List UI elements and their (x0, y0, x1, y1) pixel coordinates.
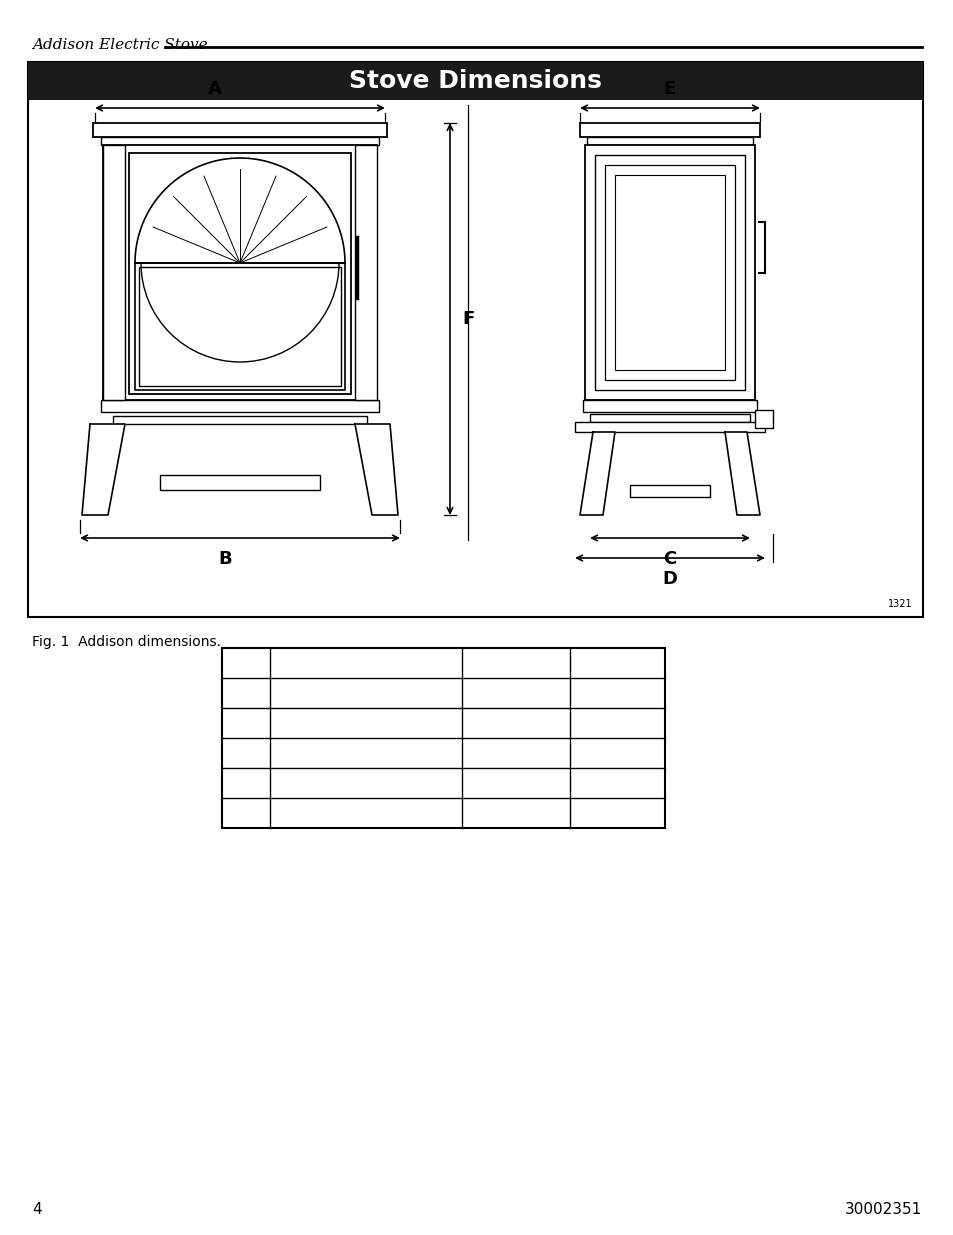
Bar (575, 422, 764, 432)
Bar (28, 62, 923, 100)
Bar (595, 156, 744, 390)
Text: Width of Stove Top: Width of Stove Top (277, 656, 415, 671)
Bar (101, 400, 378, 412)
Text: Fig. 1  Addison dimensions.: Fig. 1 Addison dimensions. (32, 635, 221, 650)
Bar (129, 153, 351, 394)
Polygon shape (135, 158, 345, 390)
Text: Depth at Legs: Depth at Legs (277, 715, 380, 730)
Bar (355, 144, 376, 400)
Text: Depth at Apron: Depth at Apron (277, 746, 390, 761)
Text: Stove Dimensions: Stove Dimensions (349, 69, 601, 93)
Bar (615, 175, 724, 370)
Text: Depth at Stove Top: Depth at Stove Top (277, 776, 417, 790)
Bar (103, 144, 125, 400)
Text: F: F (242, 805, 250, 820)
Bar (584, 144, 754, 400)
Bar (222, 648, 664, 827)
Bar (92, 124, 387, 137)
Polygon shape (355, 424, 397, 515)
Bar (579, 124, 760, 137)
Bar (139, 267, 340, 387)
Text: D: D (240, 746, 252, 761)
Text: E: E (241, 776, 251, 790)
Text: 565 mm: 565 mm (500, 656, 561, 671)
Text: D: D (661, 571, 677, 588)
Text: B: B (241, 685, 251, 700)
Text: Width at Legs: Width at Legs (277, 685, 378, 700)
Text: 600 mm: 600 mm (500, 685, 561, 700)
Text: 4: 4 (32, 1203, 42, 1218)
Bar (101, 137, 378, 144)
Text: 30002351: 30002351 (843, 1203, 921, 1218)
Text: E: E (663, 80, 676, 98)
Bar (28, 62, 923, 618)
Bar (582, 400, 757, 412)
Text: Addison Electric Stove: Addison Electric Stove (32, 38, 208, 52)
Text: A: A (208, 80, 222, 98)
Text: 400 mm: 400 mm (500, 776, 561, 790)
Text: C: C (662, 550, 676, 568)
Text: 22¼": 22¼" (617, 656, 657, 671)
Text: 430 mm: 430 mm (500, 746, 561, 761)
Text: Total Height: Total Height (277, 805, 365, 820)
Text: B: B (218, 550, 232, 568)
Polygon shape (82, 424, 125, 515)
Text: 635 mm: 635 mm (500, 805, 561, 820)
Text: 1321: 1321 (887, 599, 912, 609)
Text: A: A (241, 656, 251, 671)
Bar (112, 416, 367, 424)
Text: 15¾": 15¾" (618, 776, 657, 790)
Bar (604, 165, 734, 380)
Text: 15⅜": 15⅜" (618, 715, 657, 730)
Polygon shape (724, 432, 760, 515)
Text: 25": 25" (631, 805, 657, 820)
Text: 390 mm: 390 mm (500, 715, 561, 730)
Bar (586, 137, 752, 144)
Bar (160, 475, 319, 490)
Text: C: C (240, 715, 251, 730)
Bar (103, 144, 376, 400)
Text: F: F (461, 310, 474, 329)
Polygon shape (579, 432, 615, 515)
Bar (589, 414, 749, 422)
Text: 17": 17" (631, 746, 657, 761)
Bar (629, 485, 709, 496)
Text: 23⅜": 23⅜" (618, 685, 657, 700)
Bar (754, 410, 772, 429)
